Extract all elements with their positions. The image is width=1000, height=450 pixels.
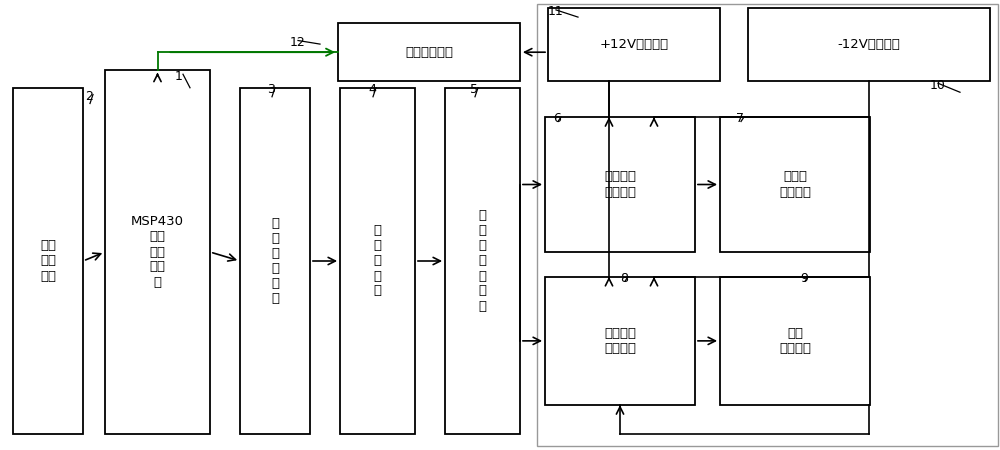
Text: 三角波
接口电路: 三角波 接口电路 [779, 171, 811, 198]
Bar [545, 117, 695, 252]
Bar [548, 8, 720, 81]
Text: +12V直流电源: +12V直流电源 [599, 38, 669, 51]
Bar [720, 117, 870, 252]
Text: 6: 6 [553, 112, 561, 126]
Bar [105, 70, 210, 434]
Bar [240, 88, 310, 434]
Bar [748, 8, 990, 81]
Text: MSP430
单片
机微
控制
器: MSP430 单片 机微 控制 器 [131, 216, 184, 288]
Text: 正
弦
波
接
口
电
路: 正 弦 波 接 口 电 路 [479, 210, 487, 312]
Bar [537, 4, 998, 446]
Bar [445, 88, 520, 434]
Text: 11: 11 [548, 5, 564, 18]
Text: 2: 2 [85, 90, 93, 103]
Text: 4: 4 [368, 83, 376, 96]
Text: 1: 1 [175, 70, 183, 83]
Text: 按键
输入
电路: 按键 输入 电路 [40, 239, 56, 283]
Text: 9: 9 [800, 272, 808, 285]
Text: 方波
接口电路: 方波 接口电路 [779, 327, 811, 355]
Text: 8: 8 [620, 272, 628, 285]
Bar [13, 88, 83, 434]
Bar [545, 277, 695, 405]
Text: 第二信号
调理电路: 第二信号 调理电路 [604, 327, 636, 355]
Text: 12: 12 [290, 36, 306, 49]
Bar [338, 23, 520, 81]
Bar [340, 88, 415, 434]
Text: 差
分
驱
动
模
块: 差 分 驱 动 模 块 [271, 217, 279, 305]
Bar [720, 277, 870, 405]
Text: 3: 3 [267, 83, 275, 96]
Text: 第一信号
调理电路: 第一信号 调理电路 [604, 171, 636, 198]
Text: 10: 10 [930, 79, 946, 92]
Text: -12V直流电源: -12V直流电源 [838, 38, 900, 51]
Text: 7: 7 [736, 112, 744, 126]
Text: 信
号
源
模
块: 信 号 源 模 块 [374, 225, 382, 297]
Text: 5: 5 [470, 83, 478, 96]
Text: 电压转换电路: 电压转换电路 [405, 46, 453, 58]
